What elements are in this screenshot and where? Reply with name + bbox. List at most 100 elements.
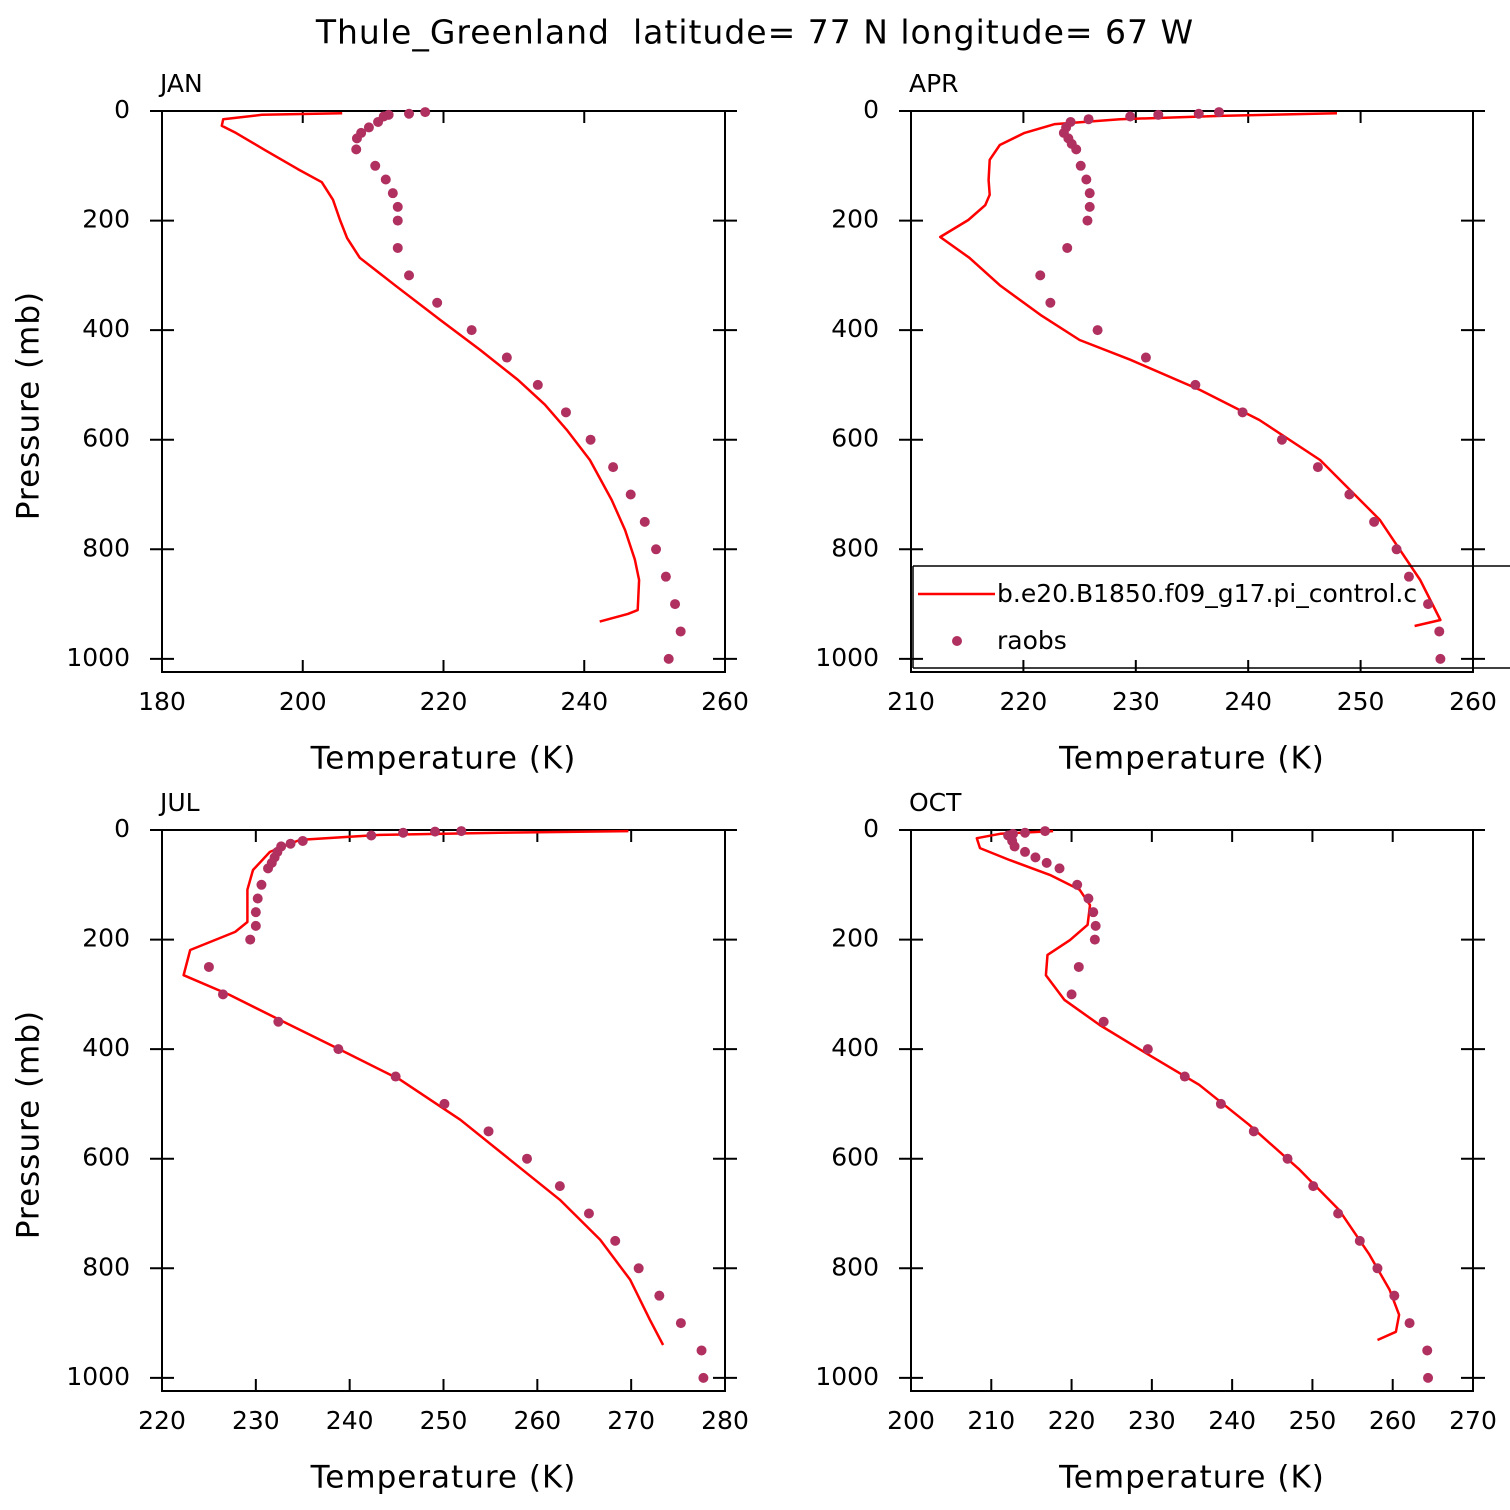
- y-tick-label: 1000: [815, 1362, 879, 1391]
- raobs-point: [1140, 352, 1151, 363]
- x-tick-label: 180: [138, 687, 186, 716]
- plot-frame: [910, 110, 1474, 673]
- raobs-point: [560, 407, 571, 418]
- y-tick-label: 800: [831, 533, 879, 562]
- raobs-point: [1142, 1044, 1153, 1055]
- y-tick-label: 400: [831, 314, 879, 343]
- raobs-point: [366, 830, 377, 841]
- panel-title: JUL: [158, 788, 200, 817]
- x-axis-title: Temperature (K): [310, 741, 577, 777]
- y-tick-label: 1000: [815, 643, 879, 672]
- raobs-point: [439, 1098, 450, 1109]
- raobs-point: [1075, 160, 1086, 171]
- raobs-point: [404, 270, 415, 281]
- plot-frame: [910, 829, 1474, 1392]
- raobs-point: [1237, 407, 1248, 418]
- raobs-point: [392, 201, 403, 212]
- y-tick-label: 800: [82, 1252, 130, 1281]
- panel-title: JAN: [158, 69, 203, 98]
- raobs-point: [1084, 188, 1095, 199]
- y-tick-label: 200: [831, 205, 879, 234]
- raobs-point: [387, 188, 398, 199]
- raobs-point: [373, 116, 384, 127]
- raobs-point: [1020, 827, 1031, 838]
- y-tick-label: 0: [863, 95, 879, 124]
- raobs-point: [370, 160, 381, 171]
- raobs-point: [583, 1208, 594, 1219]
- raobs-point: [217, 989, 228, 1000]
- raobs-point: [1092, 325, 1103, 336]
- x-tick-label: 230: [232, 1406, 280, 1435]
- x-tick-label: 220: [1048, 1406, 1096, 1435]
- y-tick-label: 200: [82, 924, 130, 953]
- x-tick-label: 260: [1369, 1406, 1417, 1435]
- raobs-point: [1193, 108, 1204, 119]
- chart-title: Thule_Greenland latitude= 77 N longitude…: [315, 13, 1194, 52]
- raobs-point: [1423, 1372, 1434, 1383]
- raobs-point: [1020, 846, 1031, 857]
- y-tick-label: 0: [114, 814, 130, 843]
- panel: JAN Temperature (K) Pressure (mb) 180 200 220…: [11, 69, 749, 777]
- raobs-point: [1090, 920, 1101, 931]
- raobs-point: [1153, 109, 1164, 120]
- raobs-point: [1369, 516, 1380, 527]
- x-tick-label: 270: [1449, 1406, 1497, 1435]
- raobs-point: [1041, 857, 1052, 868]
- raobs-point: [466, 325, 477, 336]
- raobs-point: [1282, 1153, 1293, 1164]
- raobs-point: [256, 879, 267, 890]
- raobs-point: [432, 297, 443, 308]
- raobs-point: [696, 1345, 707, 1356]
- raobs-point: [610, 1235, 621, 1246]
- x-tick-label: 260: [1449, 687, 1497, 716]
- y-tick-label: 800: [831, 1252, 879, 1281]
- raobs-point: [633, 1263, 644, 1274]
- raobs-point: [333, 1044, 344, 1055]
- raobs-point: [585, 434, 596, 445]
- legend-label: raobs: [997, 626, 1067, 655]
- x-tick-label: 250: [1337, 687, 1385, 716]
- raobs-point: [392, 215, 403, 226]
- x-tick-label: 210: [967, 1406, 1015, 1435]
- raobs-point: [639, 516, 650, 527]
- raobs-point: [297, 835, 308, 846]
- x-axis-title: Temperature (K): [310, 1460, 577, 1496]
- raobs-point: [1389, 1290, 1400, 1301]
- raobs-point: [1066, 989, 1077, 1000]
- y-tick-label: 0: [863, 814, 879, 843]
- raobs-point: [1403, 571, 1414, 582]
- raobs-point: [252, 893, 263, 904]
- y-axis-title: Pressure (mb): [11, 291, 47, 520]
- raobs-point: [608, 462, 619, 473]
- raobs-point: [1073, 961, 1084, 972]
- raobs-point: [1030, 852, 1041, 863]
- raobs-point: [1009, 841, 1020, 852]
- raobs-point: [532, 379, 543, 390]
- panel: JUL Temperature (K) Pressure (mb) 220 230 240…: [11, 788, 749, 1496]
- x-tick-label: 240: [560, 687, 608, 716]
- raobs-point: [660, 571, 671, 582]
- raobs-point: [1434, 626, 1445, 637]
- raobs-point: [1072, 879, 1083, 890]
- y-tick-label: 200: [831, 924, 879, 953]
- raobs-point: [651, 544, 662, 555]
- raobs-point: [1435, 653, 1446, 664]
- panel-title: OCT: [909, 788, 962, 817]
- y-axis-title: Pressure (mb): [11, 1010, 47, 1239]
- raobs-point: [1045, 297, 1056, 308]
- x-tick-label: 210: [887, 687, 935, 716]
- raobs-point: [1190, 379, 1201, 390]
- raobs-point: [456, 826, 467, 837]
- raobs-point: [398, 827, 409, 838]
- y-tick-label: 600: [82, 1143, 130, 1172]
- y-tick-label: 600: [831, 1143, 879, 1172]
- raobs-point: [404, 108, 415, 119]
- raobs-point: [1333, 1208, 1344, 1219]
- raobs-point: [1089, 934, 1100, 945]
- raobs-point: [203, 961, 214, 972]
- panel-title: APR: [909, 69, 959, 98]
- y-tick-label: 600: [82, 424, 130, 453]
- raobs-point: [663, 653, 674, 664]
- raobs-point: [1276, 434, 1287, 445]
